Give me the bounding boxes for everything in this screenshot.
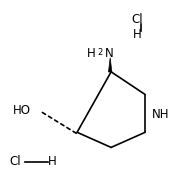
Text: H: H [133, 29, 142, 41]
Text: H: H [87, 47, 96, 60]
Polygon shape [108, 58, 112, 72]
Text: Cl: Cl [9, 155, 21, 168]
Text: HO: HO [13, 104, 31, 117]
Text: 2: 2 [97, 48, 102, 57]
Text: Cl: Cl [132, 13, 143, 26]
Text: H: H [48, 155, 57, 168]
Text: N: N [104, 47, 113, 60]
Text: NH: NH [152, 108, 169, 121]
